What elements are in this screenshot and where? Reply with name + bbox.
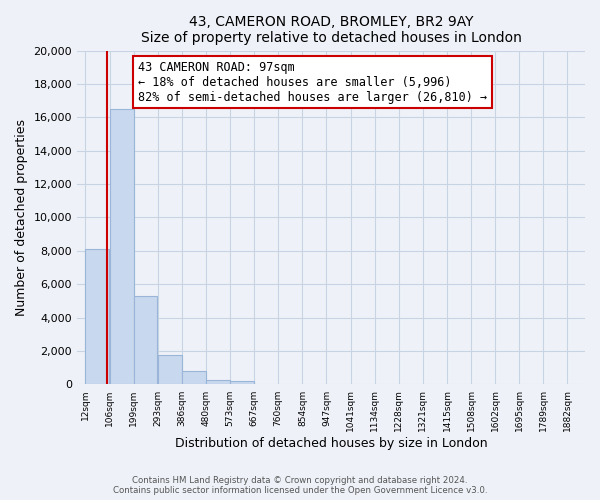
Title: 43, CAMERON ROAD, BROMLEY, BR2 9AY
Size of property relative to detached houses : 43, CAMERON ROAD, BROMLEY, BR2 9AY Size … xyxy=(140,15,521,45)
Bar xyxy=(134,296,157,384)
Bar xyxy=(85,249,109,384)
X-axis label: Distribution of detached houses by size in London: Distribution of detached houses by size … xyxy=(175,437,487,450)
Bar xyxy=(182,371,206,384)
Bar xyxy=(110,109,134,384)
Bar xyxy=(206,380,230,384)
Y-axis label: Number of detached properties: Number of detached properties xyxy=(15,119,28,316)
Bar xyxy=(230,381,254,384)
Text: 43 CAMERON ROAD: 97sqm
← 18% of detached houses are smaller (5,996)
82% of semi-: 43 CAMERON ROAD: 97sqm ← 18% of detached… xyxy=(138,60,487,104)
Text: Contains HM Land Registry data © Crown copyright and database right 2024.
Contai: Contains HM Land Registry data © Crown c… xyxy=(113,476,487,495)
Bar xyxy=(158,355,182,384)
